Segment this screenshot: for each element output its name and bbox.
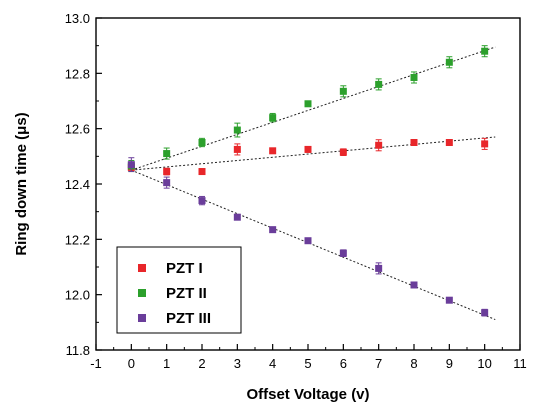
marker [163, 168, 171, 176]
data-point [339, 85, 347, 98]
x-tick-label: 6 [340, 356, 347, 371]
x-tick-label: -1 [90, 356, 102, 371]
data-point [410, 71, 418, 84]
marker [269, 147, 277, 155]
x-tick-label: 2 [198, 356, 205, 371]
fit-lines [131, 46, 496, 321]
x-tick-label: 8 [410, 356, 417, 371]
data-point [304, 100, 312, 108]
data-point [375, 78, 383, 91]
x-tick-label: 10 [477, 356, 491, 371]
y-tick-label: 11.8 [66, 343, 90, 358]
legend-label: PZT III [166, 310, 211, 327]
data-point [163, 147, 171, 160]
data-point [410, 281, 418, 289]
data-point [269, 112, 277, 123]
data-point [375, 139, 383, 152]
data-point [233, 213, 241, 221]
marker [127, 161, 135, 169]
marker [304, 100, 312, 108]
marker [481, 309, 489, 317]
data-points [127, 45, 489, 317]
marker [410, 281, 418, 289]
legend-label: PZT II [166, 285, 207, 302]
marker [339, 148, 347, 156]
legend-box [116, 246, 242, 334]
marker [163, 179, 171, 187]
marker [339, 87, 347, 95]
legend: PZT I PZT II PZT III [116, 246, 242, 334]
marker [410, 73, 418, 81]
y-tick-label: 12.8 [65, 66, 90, 81]
legend-marker [138, 264, 146, 272]
x-axis-title: Offset Voltage (v) [246, 386, 369, 403]
marker [375, 264, 383, 272]
marker [269, 226, 277, 234]
data-point [198, 137, 206, 148]
data-point [339, 249, 347, 257]
fit-line-1 [131, 136, 496, 171]
data-point [233, 143, 241, 156]
data-point [304, 145, 312, 153]
data-point [339, 148, 347, 157]
fit-line-2 [131, 46, 496, 171]
data-point [481, 137, 489, 150]
y-tick-label: 13.0 [65, 11, 90, 26]
marker [375, 80, 383, 88]
marker [233, 126, 241, 134]
y-tick-label: 12.2 [65, 232, 90, 247]
legend-label: PZT I [166, 260, 203, 277]
x-tick-label: 1 [163, 356, 170, 371]
marker [481, 140, 489, 148]
x-tick-label: 7 [375, 356, 382, 371]
data-point [304, 237, 312, 245]
y-tick-label: 12.0 [65, 288, 90, 303]
data-point [198, 195, 206, 206]
data-point [233, 122, 241, 138]
data-point [481, 45, 489, 58]
data-point [163, 167, 171, 176]
data-point [198, 168, 206, 176]
y-axis-title: Ring down time (μs) [13, 112, 30, 255]
marker [198, 168, 206, 176]
y-tick-label: 12.6 [65, 122, 90, 137]
data-point [127, 157, 135, 173]
data-point [269, 147, 277, 155]
data-point [445, 139, 453, 146]
data-point [445, 56, 453, 69]
marker [304, 145, 312, 153]
marker [198, 197, 206, 205]
axis-ticks: -1 0 1 2 3 4 5 6 7 8 9 10 11 11.8 12.0 12.2 12.4 12.6 12.8… [65, 11, 527, 371]
legend-marker [138, 289, 146, 297]
marker [375, 141, 383, 149]
y-tick-label: 12.4 [65, 177, 90, 192]
data-point [410, 139, 418, 146]
x-tick-label: 0 [128, 356, 135, 371]
marker [445, 58, 453, 66]
marker [339, 249, 347, 257]
marker [198, 139, 206, 146]
x-tick-label: 4 [269, 356, 276, 371]
fit-line-3 [131, 169, 496, 321]
marker [410, 139, 418, 146]
marker [481, 47, 489, 55]
marker [233, 145, 241, 153]
data-point [445, 296, 453, 304]
legend-marker [138, 314, 146, 322]
data-point [163, 176, 171, 189]
marker [445, 139, 453, 146]
x-tick-label: 5 [304, 356, 311, 371]
marker [163, 150, 171, 158]
marker [445, 296, 453, 304]
marker [304, 237, 312, 245]
x-tick-label: 9 [446, 356, 453, 371]
x-tick-label: 11 [513, 356, 527, 371]
data-point [269, 226, 277, 234]
marker [269, 114, 277, 122]
data-point [375, 262, 383, 275]
marker [233, 213, 241, 221]
x-tick-label: 3 [234, 356, 241, 371]
data-point [481, 308, 489, 317]
